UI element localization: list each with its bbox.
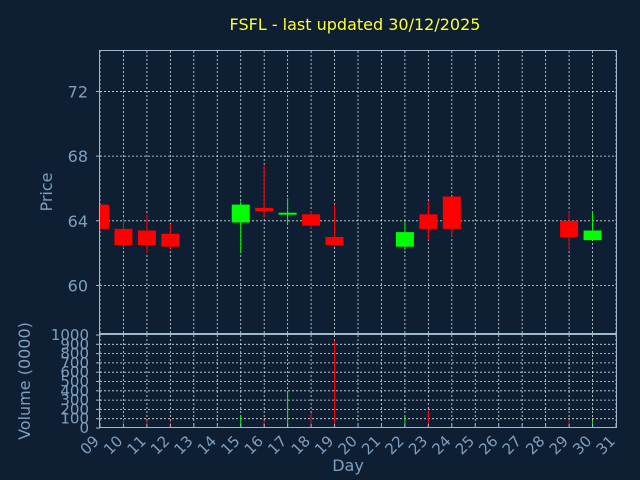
x-tick-label: 19 <box>311 432 337 458</box>
x-tick-label: 30 <box>569 432 595 458</box>
candle-body <box>583 230 602 241</box>
volume-y-tick-label: 100 <box>60 410 89 428</box>
candle-29 <box>560 211 579 250</box>
price-grid <box>99 51 617 334</box>
candle-body <box>560 220 579 237</box>
x-tick-label: 28 <box>522 432 548 458</box>
volume-y-tick-label: 600 <box>60 363 89 381</box>
candle-17 <box>278 198 297 225</box>
candle-24 <box>442 196 461 237</box>
x-axis-label: Day <box>332 456 364 475</box>
candle-15 <box>231 201 250 254</box>
x-tick-label: 12 <box>147 432 173 458</box>
price-y-tick-label: 60 <box>68 276 88 295</box>
price-y-tick-label: 68 <box>68 147 88 166</box>
candle-16 <box>255 165 274 218</box>
candle-30 <box>583 211 602 241</box>
x-tick-label: 29 <box>546 432 572 458</box>
volume-y-tick-label: 900 <box>60 335 89 353</box>
price-y-tick-label: 72 <box>68 82 88 101</box>
volume-y-tick-label: 500 <box>60 373 89 391</box>
candle-body <box>302 214 321 226</box>
candle-11 <box>137 214 156 254</box>
volume-y-tick-label: 300 <box>60 391 89 409</box>
x-tick-label: 10 <box>100 432 126 458</box>
candle-body <box>100 204 109 229</box>
volume-y-tick-label: 400 <box>60 382 89 400</box>
candle-body <box>114 228 133 246</box>
candle-body <box>325 236 344 246</box>
x-tick-label: 20 <box>335 432 361 458</box>
price-candles <box>99 165 602 254</box>
candle-body <box>231 204 250 223</box>
x-tick-label: 13 <box>170 432 196 458</box>
price-panel: 60 64 68 72 Price <box>37 50 617 334</box>
x-tick-label: 16 <box>241 432 267 458</box>
price-plot-frame <box>99 50 617 334</box>
candle-body <box>419 214 438 229</box>
price-y-tick-label: 64 <box>68 212 88 231</box>
x-ticks: 0910111213141516171819202122232425262728… <box>77 424 619 458</box>
candle-body <box>278 212 297 215</box>
candle-9 <box>99 204 109 229</box>
volume-y-tick-label: 700 <box>60 354 89 372</box>
volume-y-tick-label: 200 <box>60 400 89 418</box>
price-axis-label: Price <box>37 172 56 211</box>
candle-10 <box>114 217 133 249</box>
x-tick-label: 14 <box>194 432 220 458</box>
x-tick-label: 22 <box>382 432 408 458</box>
volume-axis-label: Volume (0000) <box>15 322 34 440</box>
x-tick-label: 11 <box>124 432 150 458</box>
volume-y-tick-label: 800 <box>60 345 89 363</box>
candle-body <box>161 233 180 247</box>
candle-22 <box>395 220 414 250</box>
x-tick-label: 27 <box>499 432 525 458</box>
x-tick-label: 31 <box>593 432 619 458</box>
x-tick-label: 18 <box>288 432 314 458</box>
x-tick-label: 24 <box>428 432 454 458</box>
candle-12 <box>161 224 180 250</box>
candle-body <box>442 196 461 229</box>
candle-body <box>255 207 274 212</box>
volume-grid <box>99 335 617 428</box>
candle-body <box>395 232 414 247</box>
price-y-ticks: 60 64 68 72 <box>68 82 100 295</box>
x-tick-label: 15 <box>217 432 243 458</box>
chart-title: FSFL - last updated 30/12/2025 <box>230 15 481 34</box>
candle-body <box>137 230 156 246</box>
candle-19 <box>325 204 344 246</box>
x-tick-label: 17 <box>264 432 290 458</box>
volume-y-tick-label: 1000 <box>51 326 89 344</box>
candle-18 <box>302 211 321 229</box>
x-tick-label: 25 <box>452 432 478 458</box>
volume-y-tick-label: 0 <box>79 419 89 437</box>
x-tick-label: 21 <box>358 432 384 458</box>
x-tick-label: 26 <box>475 432 501 458</box>
candle-23 <box>419 201 438 241</box>
x-tick-label: 23 <box>405 432 431 458</box>
